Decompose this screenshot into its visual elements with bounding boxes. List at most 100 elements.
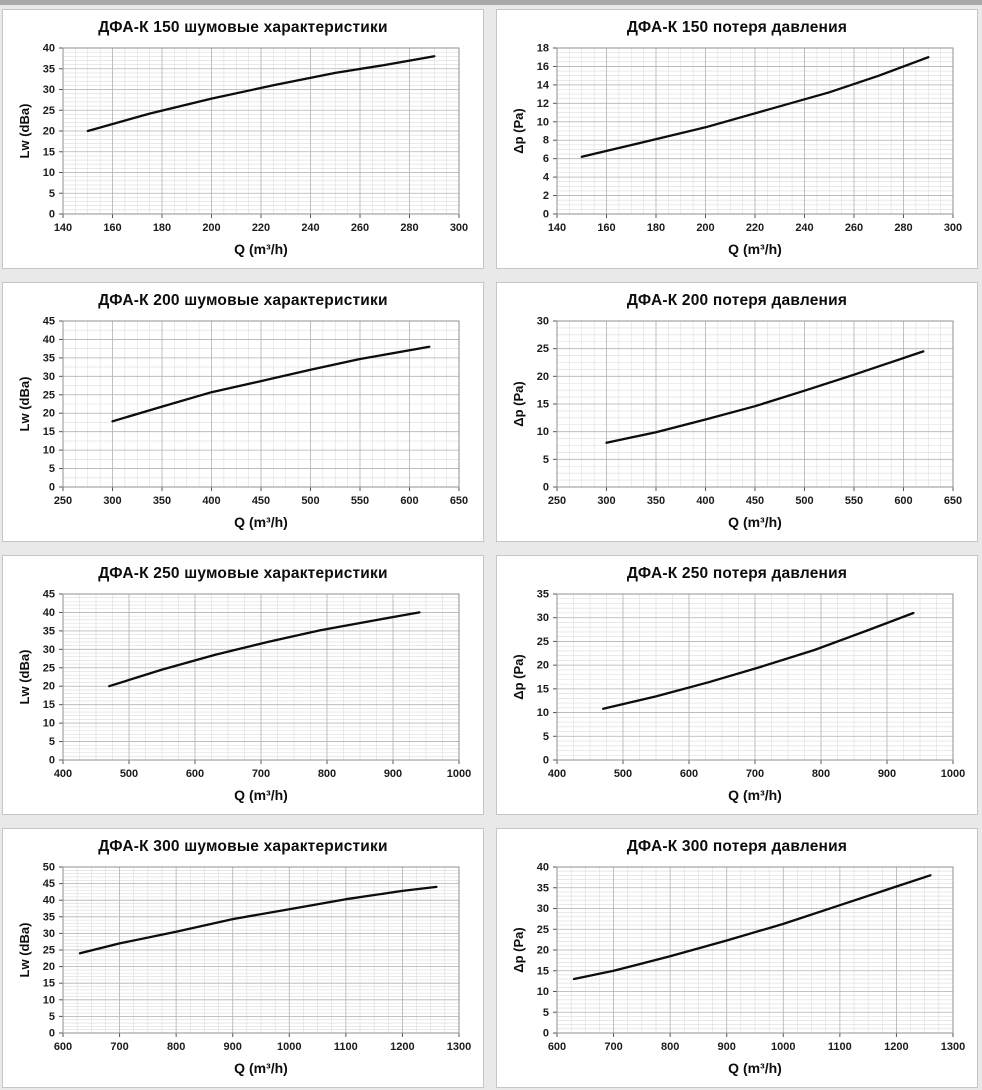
x-tick-label: 500	[614, 768, 632, 780]
series-line	[111, 345, 431, 423]
x-tick-labels: 250 300 350 400 450 500 550 600 650	[54, 495, 468, 507]
series-line	[602, 611, 915, 710]
plot-area: 140 160 180 200 220 240 260 280 300 0 5 10 15 20 25 30 3…	[43, 43, 468, 235]
x-tick-label: 800	[812, 768, 830, 780]
y-tick-label: 12	[537, 98, 549, 110]
x-tick-label: 260	[845, 222, 863, 234]
y-tick-label: 25	[43, 945, 55, 957]
x-tick-label: 1200	[884, 1041, 908, 1053]
y-tick-label: 0	[543, 1028, 549, 1040]
x-tick-label: 250	[548, 495, 566, 507]
x-tick-label: 220	[746, 222, 764, 234]
y-tick-label: 40	[537, 862, 549, 874]
y-tick-label: 45	[43, 589, 55, 601]
x-tick-label: 280	[894, 222, 912, 234]
x-tick-label: 550	[845, 495, 863, 507]
y-tick-label: 30	[43, 644, 55, 656]
plot-area: 600 700 800 900 1000 1100 1200 1300 0 5 10 15 20 25 30…	[537, 862, 965, 1054]
axis-ticks	[553, 47, 954, 218]
y-tick-label: 5	[49, 1011, 55, 1023]
x-tick-label: 650	[944, 495, 962, 507]
x-tick-label: 240	[301, 222, 319, 234]
y-tick-label: 25	[537, 343, 549, 355]
plot-area: 140 160 180 200 220 240 260 280 300 0 2 4 6 8 10 12 14 16…	[537, 43, 962, 235]
axis-ticks	[553, 866, 954, 1037]
y-tick-label: 50	[43, 862, 55, 874]
x-tick-label: 500	[795, 495, 813, 507]
x-tick-label: 600	[400, 495, 418, 507]
x-tick-label: 140	[54, 222, 72, 234]
x-tick-label: 1300	[447, 1041, 471, 1053]
y-tick-labels: 0 5 10 15 20 25 30 35 40 45 50	[43, 862, 55, 1040]
y-tick-labels: 0 5 10 15 20 25 30 35	[537, 589, 549, 767]
y-tick-label: 2	[543, 190, 549, 202]
x-tick-label: 900	[718, 1041, 736, 1053]
y-tick-label: 10	[537, 426, 549, 438]
y-tick-label: 10	[537, 986, 549, 998]
y-tick-label: 20	[43, 961, 55, 973]
y-tick-labels: 0 5 10 15 20 25 30	[537, 316, 549, 494]
y-tick-label: 10	[537, 116, 549, 128]
x-tick-labels: 140 160 180 200 220 240 260 280 300	[54, 222, 468, 234]
plot-area: 400 500 600 700 800 900 1000 0 5 10 15 20 25 30 35	[537, 589, 965, 781]
y-tick-label: 15	[537, 683, 549, 695]
y-axis-label: Δp (Pa)	[511, 381, 526, 427]
y-tick-label: 35	[537, 882, 549, 894]
x-tick-label: 900	[878, 768, 896, 780]
x-tick-label: 260	[351, 222, 369, 234]
x-axis-label: Q (m³/h)	[728, 241, 782, 257]
chart-panel-300-noise: ДФА-К 300 шумовые характеристики Lw (dBa…	[2, 828, 484, 1088]
y-tick-label: 20	[43, 408, 55, 420]
y-axis-label: Lw (dBa)	[17, 922, 32, 978]
chart-panel-250-pressure: ДФА-К 250 потеря давления Δp (Pa) 400 500…	[496, 555, 978, 815]
axis-ticks	[59, 47, 460, 218]
x-tick-label: 600	[894, 495, 912, 507]
y-tick-label: 25	[43, 105, 55, 117]
series-line	[572, 874, 932, 981]
x-tick-label: 1300	[941, 1041, 965, 1053]
y-tick-label: 20	[43, 681, 55, 693]
x-tick-label: 700	[252, 768, 270, 780]
plot-area: 600 700 800 900 1000 1100 1200 1300 0 5 10 15 20 25 30…	[43, 862, 471, 1054]
x-axis-label: Q (m³/h)	[234, 241, 288, 257]
x-tick-label: 350	[153, 495, 171, 507]
y-tick-label: 35	[537, 589, 549, 601]
plot-frame	[62, 47, 460, 215]
plot-frame	[62, 866, 460, 1034]
y-tick-label: 0	[543, 209, 549, 221]
plot-area: 400 500 600 700 800 900 1000 0 5 10 15 20 25 30 35 40 45	[43, 589, 471, 781]
x-tick-label: 140	[548, 222, 566, 234]
x-tick-label: 280	[400, 222, 418, 234]
y-tick-label: 30	[537, 316, 549, 328]
y-tick-label: 5	[543, 454, 549, 466]
x-tick-label: 1100	[334, 1041, 358, 1053]
x-tick-label: 300	[103, 495, 121, 507]
x-tick-label: 160	[103, 222, 121, 234]
y-tick-label: 5	[543, 731, 549, 743]
y-tick-label: 45	[43, 878, 55, 890]
y-axis-label: Lw (dBa)	[17, 103, 32, 159]
y-tick-label: 18	[537, 43, 549, 55]
x-tick-label: 400	[54, 768, 72, 780]
y-tick-label: 10	[537, 707, 549, 719]
y-axis-label: Δp (Pa)	[511, 654, 526, 700]
x-tick-label: 250	[54, 495, 72, 507]
x-tick-label: 900	[384, 768, 402, 780]
y-tick-label: 15	[43, 426, 55, 438]
axis-ticks	[553, 320, 954, 491]
plot-frame	[556, 866, 954, 1034]
y-tick-label: 5	[49, 736, 55, 748]
y-tick-label: 30	[43, 928, 55, 940]
axis-ticks	[553, 593, 954, 764]
y-tick-label: 20	[537, 371, 549, 383]
chart-title: ДФА-К 250 шумовые характеристики	[98, 565, 388, 582]
y-tick-label: 15	[537, 399, 549, 411]
x-axis-label: Q (m³/h)	[728, 514, 782, 530]
chart-title: ДФА-К 300 шумовые характеристики	[98, 838, 388, 855]
y-tick-label: 10	[43, 994, 55, 1006]
x-tick-labels: 140 160 180 200 220 240 260 280 300	[548, 222, 962, 234]
y-tick-label: 6	[543, 153, 549, 165]
chart-grid: ДФА-К 150 шумовые характеристики Lw (dBa…	[0, 5, 982, 1090]
x-tick-labels: 400 500 600 700 800 900 1000	[54, 768, 471, 780]
x-tick-label: 1200	[390, 1041, 414, 1053]
